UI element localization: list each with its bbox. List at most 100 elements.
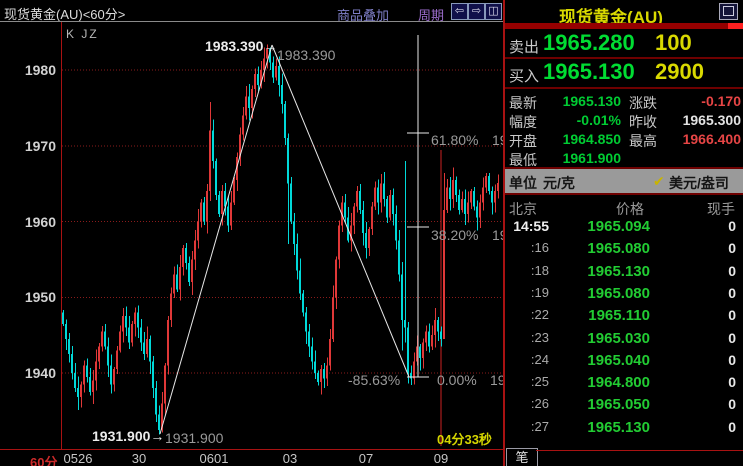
split-view-icon[interactable]: ◫ xyxy=(485,3,502,20)
y-axis-label: 1950 xyxy=(24,289,56,305)
divider-indicator xyxy=(728,23,743,29)
tick-price: 1965.080 xyxy=(587,285,650,302)
buy-qty: 2900 xyxy=(655,59,704,84)
tab-ticks[interactable]: 笔 xyxy=(506,448,538,466)
stat-open: 1964.850 xyxy=(562,131,621,147)
divider xyxy=(505,87,743,89)
unit-selector: 单位 元/克 ✔ 美元/盎司 xyxy=(505,169,743,193)
tick-time: :26 xyxy=(530,396,549,411)
buy-label: 买入 xyxy=(509,68,540,85)
low-annotation: 1931.900→ xyxy=(92,428,165,444)
col-time: 北京 xyxy=(509,201,537,217)
tick-time: :25 xyxy=(530,374,549,389)
stat-label: 最高 xyxy=(629,133,657,149)
tick-time: 14:55 xyxy=(513,218,549,234)
tab-bar-line xyxy=(536,450,743,451)
tick-time: :24 xyxy=(530,352,549,367)
tick-price: 1965.080 xyxy=(587,240,650,257)
tick-price: 1965.030 xyxy=(587,330,650,347)
tick-volume: 0 xyxy=(728,352,736,368)
y-axis-label: 1980 xyxy=(24,62,56,78)
axis-border-bottom xyxy=(0,449,503,450)
fib-level-0: 0.00% xyxy=(437,372,477,388)
sell-label: 卖出 xyxy=(509,39,540,56)
stat-label: 最低 xyxy=(509,152,537,168)
forward-arrow-icon[interactable]: ⇨ xyxy=(468,3,485,20)
stat-label: 幅度 xyxy=(509,114,537,130)
period-link[interactable]: 周期 xyxy=(418,8,445,23)
bar-countdown: 04分33秒 xyxy=(437,432,492,447)
y-axis-label: 1970 xyxy=(24,138,56,154)
tick-price: 1965.130 xyxy=(587,263,650,280)
tick-price: 1965.130 xyxy=(587,419,650,436)
fib-level-0-price: 19 xyxy=(490,372,503,388)
tick-volume: 0 xyxy=(728,285,736,301)
x-axis-label: 0601 xyxy=(199,451,229,466)
instrument-title: 现货黄金(AU) xyxy=(559,8,663,27)
tick-time: :16 xyxy=(530,240,549,255)
tick-price: 1965.110 xyxy=(588,307,650,324)
tick-price: 1965.050 xyxy=(587,396,650,413)
unit-option-cny[interactable]: 元/克 xyxy=(543,175,575,191)
stat-label: 涨跌 xyxy=(629,95,657,111)
unit-option-usd[interactable]: 美元/盎司 xyxy=(669,175,729,191)
divider xyxy=(505,167,743,169)
peak-annotation: 1983.390→ xyxy=(205,38,278,54)
x-axis-label: 07 xyxy=(358,451,374,466)
tick-volume: 0 xyxy=(728,330,736,346)
tick-price: 1965.040 xyxy=(587,352,650,369)
col-volume: 现手 xyxy=(707,201,735,217)
y-axis-label: 1960 xyxy=(24,214,56,230)
tick-volume: 0 xyxy=(728,396,736,412)
tick-time: :18 xyxy=(530,263,549,278)
col-price: 价格 xyxy=(616,201,644,217)
tick-price: 1964.800 xyxy=(587,374,650,391)
sell-qty: 100 xyxy=(655,30,692,55)
stat-high: 1966.400 xyxy=(682,131,741,147)
low-value: 1931.900 xyxy=(165,430,224,446)
tick-volume: 0 xyxy=(728,419,736,435)
stat-label: 开盘 xyxy=(509,133,537,149)
tick-time: :27 xyxy=(530,419,549,434)
title-divider-bar xyxy=(505,23,743,29)
period-tag[interactable]: 60分 xyxy=(30,455,58,466)
tick-volume: 0 xyxy=(728,307,736,323)
chart-title: 现货黄金(AU)<60分> xyxy=(4,7,126,22)
back-arrow-icon[interactable]: ⇦ xyxy=(451,3,468,20)
tick-volume: 0 xyxy=(728,263,736,279)
tick-time: :19 xyxy=(530,285,549,300)
fib-level-382-price: 19 xyxy=(492,227,503,243)
stat-label: 昨收 xyxy=(629,114,657,130)
tick-volume: 0 xyxy=(728,218,736,234)
chart-panel: 现货黄金(AU)<60分> 商品叠加 周期 ⇦ ⇨ ◫ K JZ 1980 197… xyxy=(0,3,503,466)
x-axis-label: 30 xyxy=(131,451,147,466)
indicator-label: K JZ xyxy=(66,27,99,41)
sell-price[interactable]: 1965.280 xyxy=(543,30,635,55)
fib-level-382: 38.20% xyxy=(431,227,479,243)
stat-label: 最新 xyxy=(509,95,537,111)
axis-border-left xyxy=(61,22,62,450)
overlay-link[interactable]: 商品叠加 xyxy=(337,8,390,23)
fib-level-neg: -85.63% xyxy=(348,372,401,388)
divider xyxy=(505,193,743,195)
peak-value: 1983.390 xyxy=(277,47,336,63)
stat-latest: 1965.130 xyxy=(562,93,621,109)
tick-time: :22 xyxy=(530,307,549,322)
tick-volume: 0 xyxy=(728,374,736,390)
stat-change-pct: -0.01% xyxy=(576,112,621,128)
unit-label: 单位 xyxy=(509,175,537,191)
fib-level-618-price: 19 xyxy=(492,132,503,148)
x-axis-label: 0526 xyxy=(63,451,93,466)
tick-time: :23 xyxy=(530,330,549,345)
x-axis-label: 09 xyxy=(433,451,449,466)
y-axis-label: 1940 xyxy=(24,365,56,381)
tick-volume: 0 xyxy=(728,240,736,256)
x-axis-label: 03 xyxy=(282,451,298,466)
fib-level-618: 61.80% xyxy=(431,132,479,148)
header-divider xyxy=(0,21,503,22)
stat-prev-close: 1965.300 xyxy=(682,112,741,128)
quote-panel: 现货黄金(AU) 卖出 1965.280 100 买入 1965.130 290… xyxy=(503,0,743,466)
restore-window-icon[interactable] xyxy=(719,3,738,20)
buy-price[interactable]: 1965.130 xyxy=(543,59,635,84)
